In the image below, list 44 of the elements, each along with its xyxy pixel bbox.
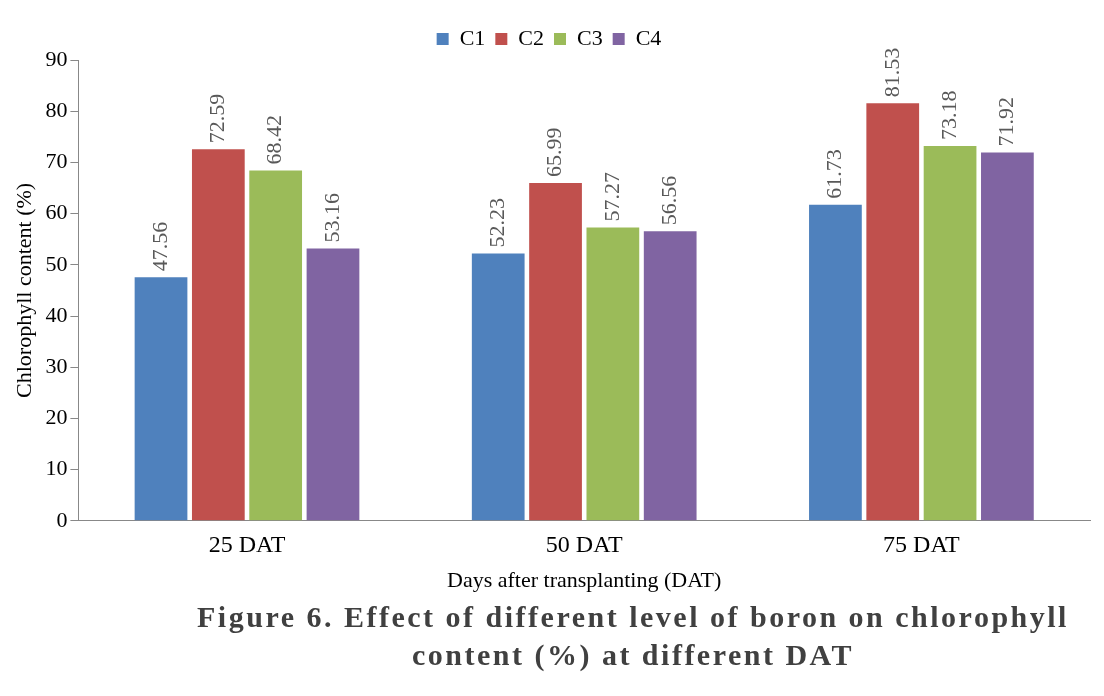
data-label: 81.53 [878, 47, 904, 98]
y-tick-label: 20 [45, 404, 68, 430]
y-tick-label: 70 [45, 148, 68, 174]
legend-label: C1 [459, 24, 486, 50]
data-label: 68.42 [261, 114, 287, 165]
data-label: 52.23 [484, 197, 509, 248]
data-label: 57.27 [598, 172, 624, 222]
legend-label: C3 [577, 24, 603, 50]
y-axis-title: Chlorophyll content (%) [10, 182, 36, 398]
text: Figure 6. Effect of different level of boron on chlorophyll content (%) at different DAT [196, 599, 1070, 673]
data-label: 71.92 [993, 97, 1019, 147]
bar [529, 182, 582, 521]
bar [191, 149, 245, 521]
bar [306, 248, 360, 521]
data-label: 53.16 [318, 193, 344, 243]
data-label: 73.18 [935, 90, 961, 141]
x-tick-label: 25 DAT [208, 531, 286, 558]
y-tick-label: 10 [45, 455, 68, 481]
bar [134, 277, 188, 521]
y-tick-label: 80 [45, 96, 68, 122]
data-label: 56.56 [655, 175, 681, 226]
y-tick-label: 90 [45, 45, 68, 71]
bar [586, 227, 640, 521]
y-tick-label: 30 [45, 352, 68, 378]
bar [249, 170, 303, 521]
legend-label: C4 [635, 24, 662, 50]
x-tick-label: 75 DAT [883, 531, 961, 558]
y-tick-label: 60 [45, 199, 68, 225]
x-axis-title: Days after transplanting (DAT) [447, 566, 722, 592]
bar [866, 103, 920, 521]
legend-label: C2 [518, 24, 545, 50]
bar [809, 204, 862, 521]
data-label: 65.99 [541, 127, 567, 177]
x-tick-label: 50 DAT [545, 531, 623, 558]
data-label: 61.73 [821, 149, 847, 199]
y-tick-label: 50 [45, 250, 68, 276]
data-label: 72.59 [204, 93, 230, 144]
data-label: 47.56 [146, 221, 172, 272]
bar [643, 231, 697, 521]
y-tick-label: 0 [56, 506, 68, 532]
bar [923, 146, 977, 521]
y-tick-label: 40 [45, 301, 68, 327]
bar [471, 253, 525, 521]
bar [981, 152, 1034, 521]
